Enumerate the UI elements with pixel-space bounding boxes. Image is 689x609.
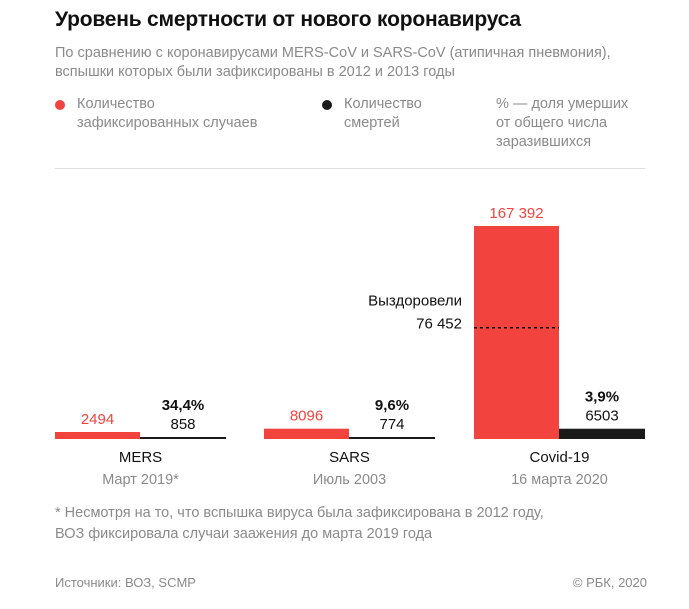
cases-bar-mers <box>55 432 140 439</box>
chart-subtitle: По сравнению с коронавирусами MERS-CoV и… <box>55 45 611 80</box>
category-date-label: Март 2019* <box>102 472 179 488</box>
legend-percent-label-2: от общего числа <box>496 115 608 131</box>
category-date-label: 16 марта 2020 <box>511 472 608 488</box>
header-separator <box>55 168 645 169</box>
deaths-bar-mers <box>140 437 226 439</box>
legend-cases-label-2: зафиксированных случаев <box>77 115 258 131</box>
legend-deaths-label-1: Количество <box>344 96 422 112</box>
sources: Источники: ВОЗ, SCMP <box>55 575 196 590</box>
category-label: Covid-19 <box>529 449 589 466</box>
legend-deaths-swatch <box>322 100 332 110</box>
category-date-label: Июль 2003 <box>313 472 386 488</box>
chart-title: Уровень смертности от нового коронавирус… <box>55 8 521 31</box>
footnote-line-1: * Несмотря на то, что вспышка вируса был… <box>55 505 544 521</box>
legend-percent-label-1: % — доля умерших <box>496 96 629 112</box>
cases-value-label: 167 392 <box>489 205 543 222</box>
legend-deaths-label-2: смертей <box>344 115 400 131</box>
category-label: SARS <box>329 449 370 466</box>
death-rate-label: 3,9% <box>585 389 619 406</box>
death-rate-label: 34,4% <box>162 397 205 414</box>
deaths-bar-sars <box>349 437 435 439</box>
legend-percent: % — доля умерших от общего числа заразив… <box>496 95 628 152</box>
deaths-value-label: 6503 <box>585 408 618 425</box>
cases-value-label: 8096 <box>290 408 323 425</box>
legend-cases: Количество зафиксированных случаев <box>55 95 257 133</box>
recovered-label: Выздоровели <box>368 293 462 310</box>
cases-bar-covid-19 <box>474 226 559 439</box>
footnote: * Несмотря на то, что вспышка вируса был… <box>55 503 655 545</box>
deaths-bar-covid-19 <box>559 428 645 439</box>
death-rate-label: 9,6% <box>375 397 409 414</box>
cases-bar-sars <box>264 428 349 439</box>
recovered-value: 76 452 <box>416 316 462 333</box>
category-label: MERS <box>119 449 162 466</box>
legend-percent-label-3: заразившихся <box>496 134 592 150</box>
deaths-value-label: 774 <box>379 416 404 433</box>
copyright: © РБК, 2020 <box>572 575 647 590</box>
cases-value-label: 2494 <box>81 411 114 428</box>
legend-cases-swatch <box>55 100 65 110</box>
legend-cases-label-1: Количество <box>77 96 155 112</box>
deaths-value-label: 858 <box>170 416 195 433</box>
legend-deaths: Количество смертей <box>322 95 422 133</box>
footnote-line-2: ВОЗ фиксировала случаи заажения до марта… <box>55 526 433 542</box>
